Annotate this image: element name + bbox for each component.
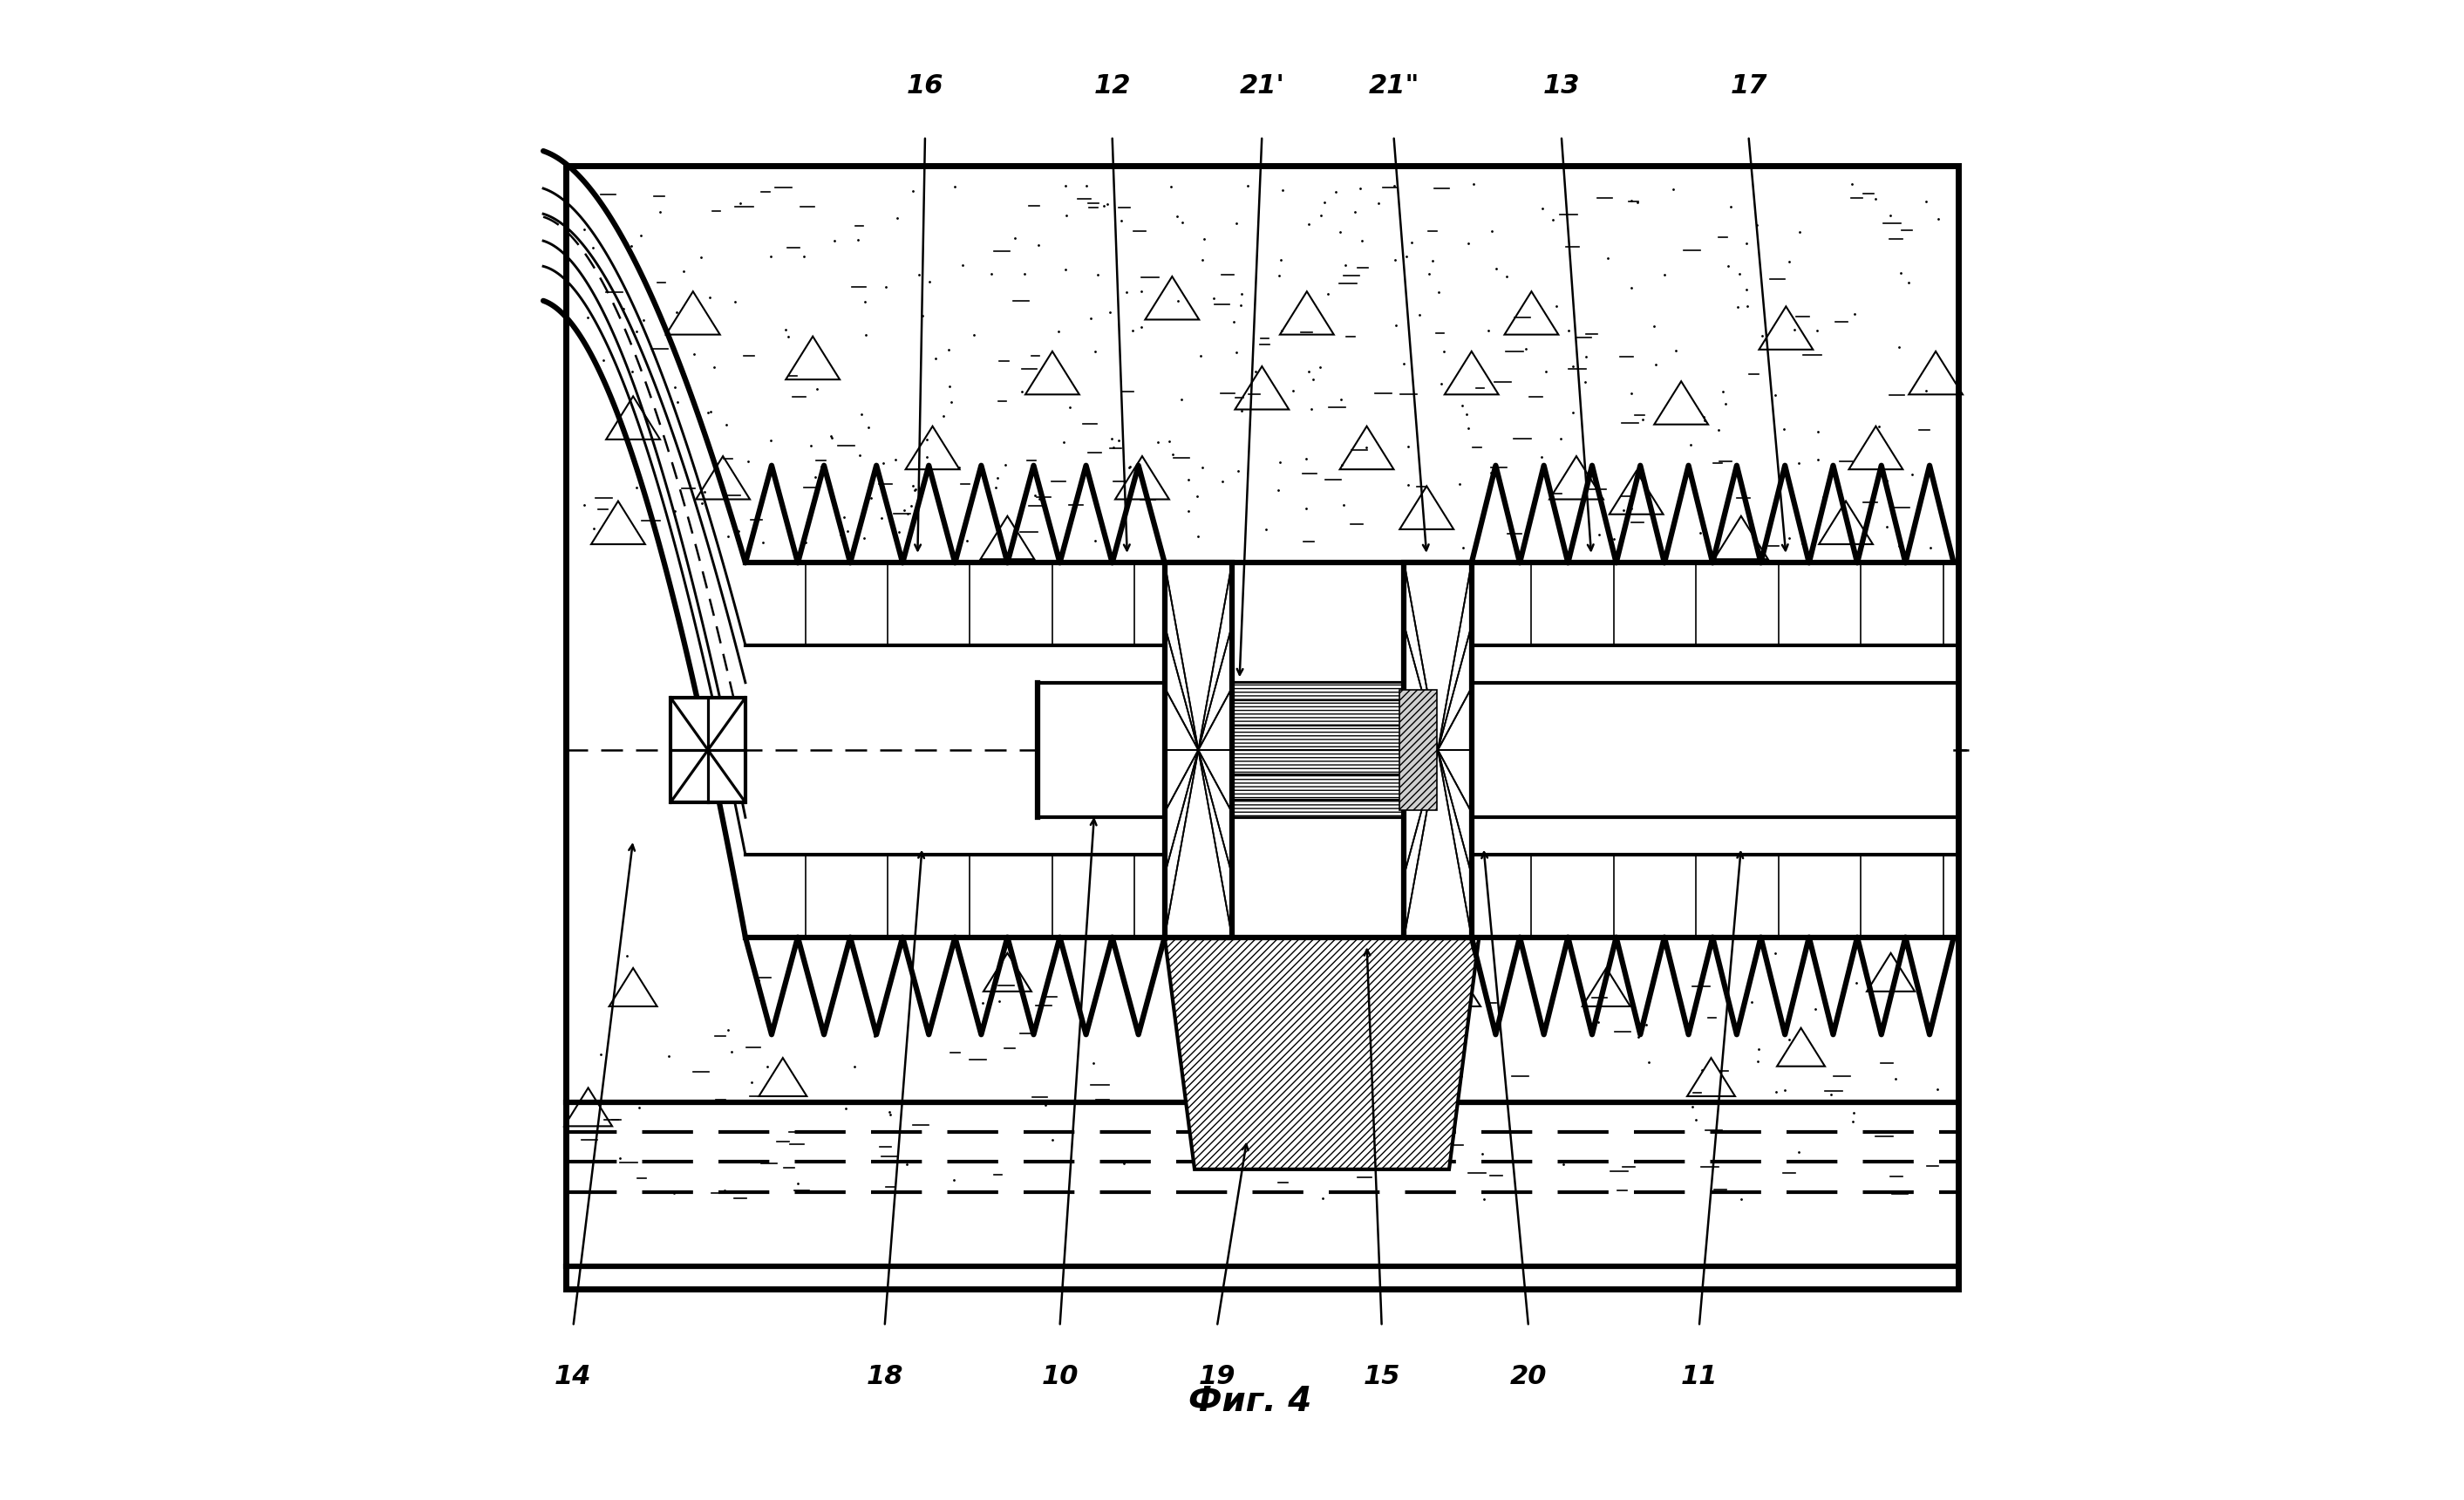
Text: 19: 19 — [1198, 1364, 1234, 1389]
Bar — [1037, 682, 1954, 818]
Text: 11: 11 — [1680, 1364, 1717, 1389]
Text: 21': 21' — [1239, 74, 1284, 99]
Text: 18: 18 — [867, 1364, 904, 1389]
Text: 14: 14 — [554, 1364, 591, 1389]
Text: 15: 15 — [1363, 1364, 1400, 1389]
Bar — [747, 562, 1954, 938]
Text: 21": 21" — [1368, 74, 1419, 99]
Text: 20: 20 — [1510, 1364, 1547, 1389]
Bar — [670, 698, 747, 802]
Bar — [1165, 562, 1232, 938]
Text: 16: 16 — [907, 74, 944, 99]
Polygon shape — [1165, 938, 1478, 1170]
Text: 12: 12 — [1094, 74, 1131, 99]
Bar — [567, 166, 1959, 1288]
Bar — [1404, 562, 1471, 938]
Text: 13: 13 — [1542, 74, 1579, 99]
Text: Фиг. 4: Фиг. 4 — [1188, 1385, 1311, 1418]
Bar — [1400, 690, 1437, 810]
Text: 17: 17 — [1730, 74, 1767, 99]
Bar — [1232, 682, 1404, 818]
Text: 10: 10 — [1042, 1364, 1079, 1389]
